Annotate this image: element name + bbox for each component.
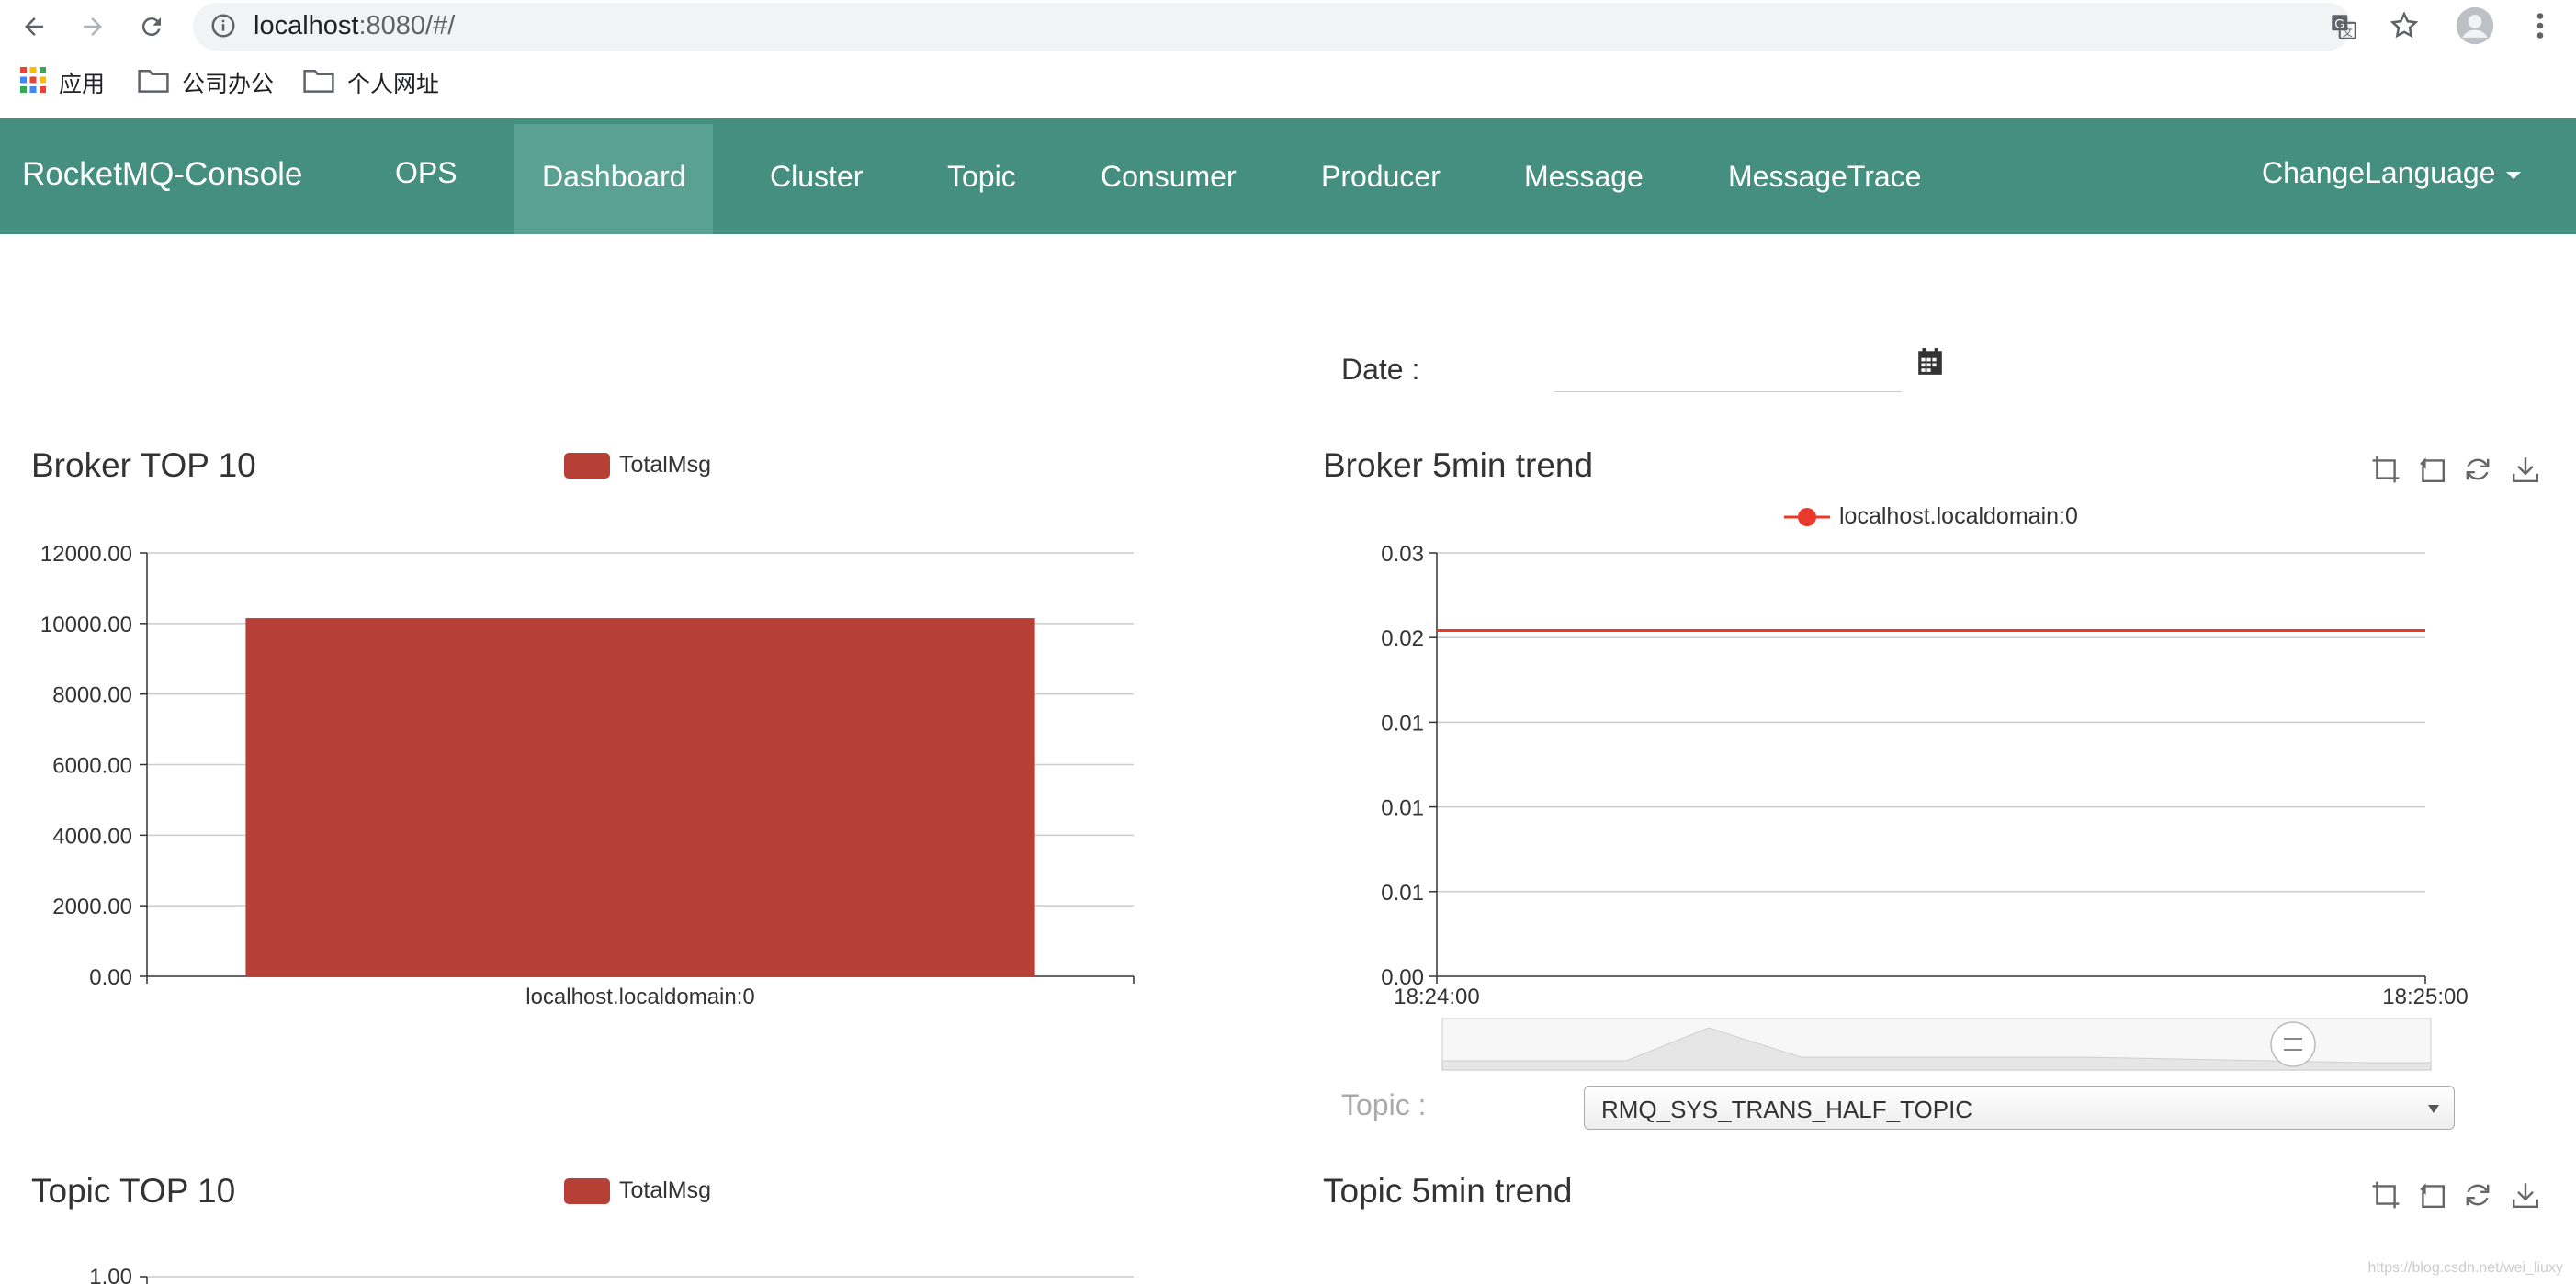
bar: [245, 618, 1035, 976]
y-tick-label: 2000.00: [52, 895, 132, 919]
broker-top10-legend[interactable]: TotalMsg: [564, 452, 711, 479]
folder-icon: [303, 67, 334, 99]
legend-swatch: [564, 452, 610, 479]
topic-select[interactable]: RMQ_SYS_TRANS_HALF_TOPIC: [1584, 1086, 2455, 1130]
x-tick-label: 18:24:00: [1394, 985, 1479, 1009]
y-tick-label: 0.03: [1381, 542, 1424, 567]
menu-kebab-icon[interactable]: [2526, 9, 2554, 47]
app-navbar: [0, 118, 2576, 234]
zoom-reset-icon[interactable]: [2412, 1176, 2451, 1214]
bookmark-folder-office[interactable]: 公司办公: [138, 66, 274, 99]
save-image-icon[interactable]: [2506, 1176, 2545, 1214]
nav-item-ops[interactable]: OPS: [395, 156, 458, 189]
y-tick-label: 6000.00: [52, 754, 132, 779]
nav-item-message[interactable]: Message: [1524, 160, 1644, 193]
back-icon[interactable]: [15, 7, 53, 46]
bookmark-folder-personal[interactable]: 个人网址: [303, 66, 439, 99]
save-image-icon[interactable]: [2506, 450, 2545, 489]
zoom-reset-icon[interactable]: [2412, 450, 2451, 489]
nav-item-producer[interactable]: Producer: [1321, 160, 1441, 193]
date-label: Date :: [1341, 353, 1420, 386]
broker-trend-legend[interactable]: localhost.localdomain:0: [1784, 503, 2078, 530]
y-tick-label: 1.00: [89, 1265, 132, 1284]
y-tick-label: 12000.00: [40, 542, 132, 567]
address-bar[interactable]: [193, 3, 2352, 51]
nav-item-cluster[interactable]: Cluster: [770, 160, 864, 193]
brand-logo[interactable]: RocketMQ-Console: [22, 156, 303, 192]
y-tick-label: 0.00: [1381, 965, 1424, 990]
nav-active-highlight: [514, 124, 713, 234]
broker-trend-chart: 0.00 0.01 0.01 0.01 0.02 0.03 18:24:00 18:25:00: [1381, 542, 2469, 1071]
select-arrow-icon: [2428, 1105, 2439, 1113]
nav-item-messagetrace[interactable]: MessageTrace: [1728, 160, 1922, 193]
forward-icon[interactable]: [73, 7, 112, 46]
topic-top10-chart: 1.00: [89, 1265, 1134, 1284]
change-language-dropdown[interactable]: ChangeLanguage: [2262, 156, 2522, 190]
topic-top10-title: Topic TOP 10: [31, 1172, 236, 1210]
y-tick-label: 0.02: [1381, 626, 1424, 651]
y-tick-label: 0.00: [89, 965, 132, 990]
nav-item-dashboard[interactable]: Dashboard: [542, 160, 686, 193]
site-info-icon[interactable]: [209, 12, 237, 44]
topic-trend-title: Topic 5min trend: [1323, 1172, 1573, 1210]
broker-top10-chart: 0.00 2000.00 4000.00 6000.00 8000.00 10000.00…: [40, 542, 1135, 1009]
bookmark-apps[interactable]: 应用: [20, 66, 105, 99]
caret-down-icon: [2506, 171, 2522, 179]
folder-icon: [138, 67, 169, 99]
zoom-slider-handle: [2270, 1021, 2316, 1067]
calendar-icon[interactable]: [1916, 347, 1944, 381]
nav-item-topic[interactable]: Topic: [947, 160, 1016, 193]
y-tick-label: 0.01: [1381, 796, 1424, 821]
y-tick-label: 4000.00: [52, 824, 132, 849]
zoom-slider-preview: [1441, 1027, 2432, 1071]
bookmarks-bar: [0, 53, 2576, 118]
x-tick-label: localhost.localdomain:0: [525, 985, 754, 1009]
svg-text:文: 文: [2343, 26, 2353, 39]
restore-icon[interactable]: [2458, 450, 2497, 489]
x-tick-label: 18:25:00: [2382, 985, 2468, 1009]
y-tick-label: 0.01: [1381, 881, 1424, 906]
restore-icon[interactable]: [2458, 1176, 2497, 1214]
apps-grid-icon: [20, 66, 46, 99]
legend-line-swatch: [1784, 507, 1830, 526]
nav-item-consumer[interactable]: Consumer: [1101, 160, 1237, 193]
y-tick-label: 10000.00: [40, 613, 132, 637]
broker-top10-title: Broker TOP 10: [31, 446, 256, 484]
broker-trend-title: Broker 5min trend: [1323, 446, 1594, 484]
bookmark-star-icon[interactable]: [2389, 10, 2420, 46]
topic-top10-legend[interactable]: TotalMsg: [564, 1177, 711, 1204]
profile-avatar-icon[interactable]: [2455, 6, 2495, 51]
y-tick-label: 0.01: [1381, 711, 1424, 736]
watermark: https://blog.csdn.net/wei_liuxy: [2367, 1260, 2563, 1276]
url-text[interactable]: localhost:8080/#/: [254, 11, 456, 40]
legend-swatch: [564, 1177, 610, 1204]
zoom-select-icon[interactable]: [2367, 1176, 2405, 1214]
topic-label: Topic :: [1341, 1088, 1427, 1121]
date-input[interactable]: [1554, 355, 1902, 392]
y-tick-label: 8000.00: [52, 683, 132, 708]
reload-icon[interactable]: [132, 7, 171, 46]
zoom-select-icon[interactable]: [2367, 450, 2405, 489]
